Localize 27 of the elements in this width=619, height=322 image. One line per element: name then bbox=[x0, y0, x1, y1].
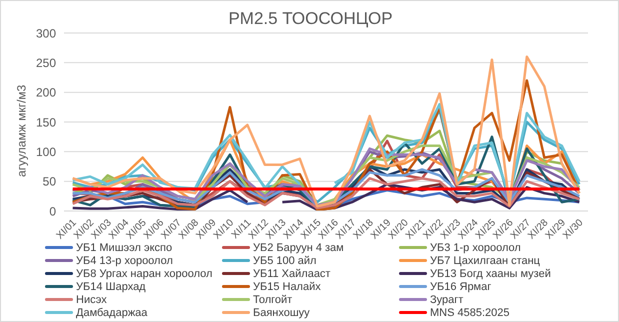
legend-label: УБ13 Богд хааны музей bbox=[430, 268, 551, 280]
legend-label: УБ14 Шархад bbox=[76, 280, 146, 292]
legend-label: MNS 4585:2025 bbox=[430, 306, 510, 318]
legend-label: УБ2 Баруун 4 зам bbox=[253, 242, 344, 254]
legend-label: УБ11 Хайлааст bbox=[253, 268, 330, 280]
legend-label: Дамбадаржаа bbox=[76, 306, 148, 318]
y-tick-label: 100 bbox=[36, 144, 56, 159]
legend-label: Зурагт bbox=[430, 294, 464, 306]
legend-label: УБ5 100 айл bbox=[253, 254, 316, 266]
y-tick-label: 0 bbox=[49, 204, 56, 218]
y-tick-label: 300 bbox=[36, 26, 56, 40]
y-tick-label: 150 bbox=[36, 115, 56, 130]
legend-label: УБ4 13-р хороолол bbox=[76, 254, 173, 266]
legend-label: УБ1 Мишээл экспо bbox=[76, 242, 172, 254]
y-tick-label: 200 bbox=[36, 86, 56, 100]
legend-label: УБ8 Ургах наран хороолол bbox=[76, 268, 212, 280]
chart-title: PM2.5 ТООСОНЦОР bbox=[228, 9, 393, 28]
legend-label: Нисэх bbox=[76, 294, 107, 306]
y-tick-label: 50 bbox=[42, 174, 56, 189]
legend-label: Толгойт bbox=[253, 294, 292, 306]
legend-label: УБ16 Ярмаг bbox=[430, 280, 492, 292]
y-tick-label: 250 bbox=[36, 56, 56, 70]
y-axis-title: агууламж мкг/м3 bbox=[14, 84, 28, 177]
legend-label: УБ3 1-р хороолол bbox=[430, 242, 521, 254]
legend-label: УБ15 Налайх bbox=[253, 280, 321, 292]
legend-label: Баянхошуу bbox=[253, 306, 310, 318]
legend-label: УБ7 Цахилгаан станц bbox=[430, 254, 540, 266]
